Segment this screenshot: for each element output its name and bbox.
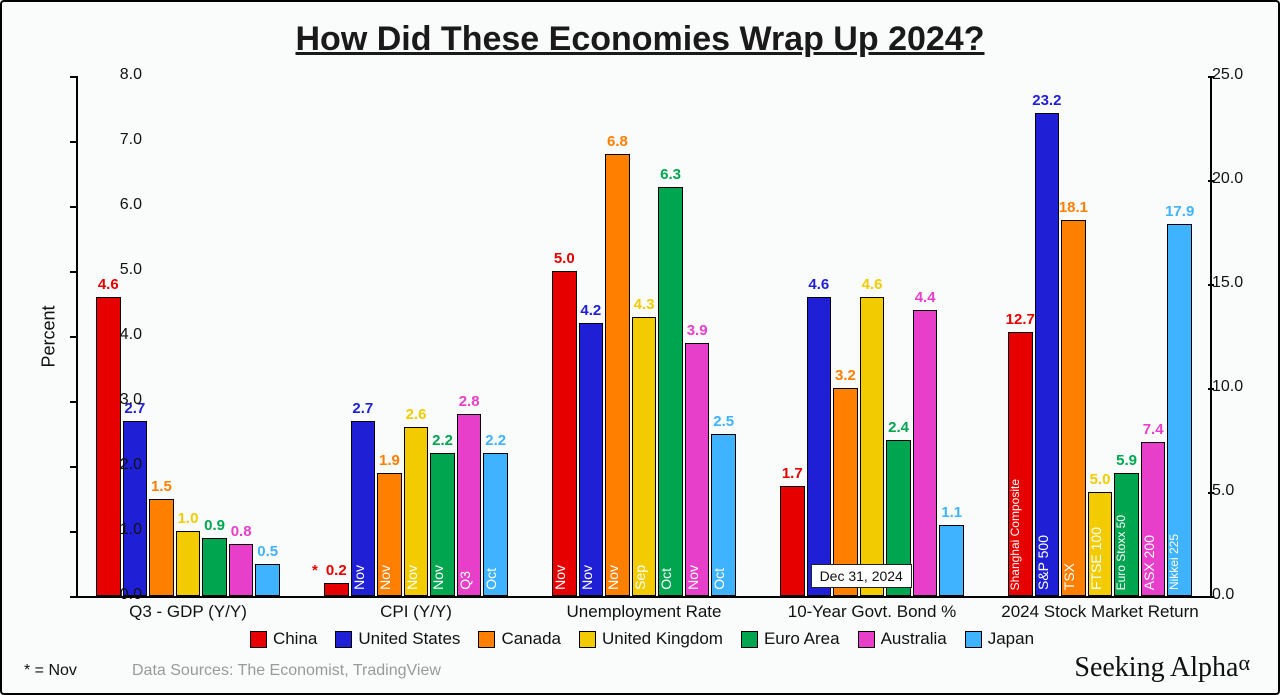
data-sources: Data Sources: The Economist, TradingView [132,662,441,680]
bar-inner-label: Shanghai Composite [1008,479,1033,590]
group-label: 10-Year Govt. Bond % [770,602,974,622]
bar [939,525,964,597]
y-tick-right: 10.0 [1212,378,1262,396]
bar-value: 23.2 [1027,92,1067,109]
bar [255,564,280,597]
plot-area: Q3 - GDP (Y/Y)4.62.71.51.00.90.80.5CPI (… [76,76,1212,598]
bar-inner-label: ASX 200 [1141,535,1166,590]
legend-swatch [250,631,267,648]
y-tick-left: 5.0 [92,261,142,279]
chart-title: How Did These Economies Wrap Up 2024? [2,20,1278,59]
bar-value: 1.5 [141,478,181,495]
bar-inner-label: Nov [404,565,429,590]
bar-value: 0.8 [221,523,261,540]
bar [324,583,349,596]
group-label: 2024 Stock Market Return [998,602,1202,622]
bar-value: 17.9 [1160,203,1200,220]
legend-item: Canada [478,629,561,649]
bar [202,538,227,597]
bar-value: 2.8 [449,393,489,410]
group-label: Q3 - GDP (Y/Y) [86,602,290,622]
bar-inner-label: Oct [711,568,736,590]
bar-value: 6.8 [597,133,637,150]
legend-item: United Kingdom [579,629,723,649]
bar-value: 4.6 [852,276,892,293]
bar-inner-label: Nov [430,565,455,590]
bar-value: 6.3 [651,166,691,183]
footnote: * = Nov [24,662,77,680]
legend-label: Canada [501,629,561,649]
y-tick-left: 3.0 [92,391,142,409]
bar-value: 0.5 [248,543,288,560]
bar-inner-label: Nikkei 225 [1167,534,1192,590]
legend-label: Euro Area [764,629,840,649]
bar [860,297,885,596]
legend-label: Japan [988,629,1034,649]
legend-item: Japan [965,629,1034,649]
bar-value: 2.5 [704,413,744,430]
bar-inner-label: Nov [552,565,577,590]
legend-label: Australia [881,629,947,649]
bar-value: 3.9 [677,322,717,339]
bar-value: 2.2 [476,432,516,449]
legend-label: United States [358,629,460,649]
legend-item: United States [335,629,460,649]
y-tick-left: 2.0 [92,456,142,474]
bar [807,297,832,596]
annotation-box: Dec 31, 2024 [811,564,912,588]
bar-value: 2.6 [396,406,436,423]
bar-inner-label: FTSE 100 [1088,527,1113,590]
bar-value: 1.1 [932,504,972,521]
bar-value: 18.1 [1053,199,1093,216]
legend-swatch [478,631,495,648]
y-tick-left: 1.0 [92,521,142,539]
bar-inner-label: Sep [632,565,657,590]
bar-inner-label: Oct [658,568,683,590]
y-tick-left: 0.0 [92,586,142,604]
legend: China United States Canada United Kingdom Eu… [76,629,1208,649]
bar-inner-label: Nov [685,565,710,590]
y-tick-left: 6.0 [92,196,142,214]
legend-swatch [335,631,352,648]
bar [913,310,938,596]
bar [176,531,201,596]
y-tick-right: 0.0 [1212,586,1262,604]
bar-value: 4.4 [905,289,945,306]
y-tick-right: 20.0 [1212,170,1262,188]
bar [123,421,148,597]
chart-frame: How Did These Economies Wrap Up 2024? Pe… [0,0,1280,695]
legend-item: Euro Area [741,629,840,649]
branding: Seeking Alphaα [1074,650,1250,684]
legend-swatch [579,631,596,648]
bar-inner-label: S&P 500 [1035,535,1060,590]
bar-inner-label: Nov [351,565,376,590]
y-tick-right: 15.0 [1212,274,1262,292]
bar-inner-label: Nov [605,565,630,590]
bar-value: 4.6 [799,276,839,293]
bar-inner-label: TSX [1061,563,1086,590]
y-tick-left: 8.0 [92,66,142,84]
y-tick-right: 25.0 [1212,66,1262,84]
legend-item: China [250,629,317,649]
bar-value: 5.0 [544,250,584,267]
bar-inner-label: Oct [483,568,508,590]
bar-inner-label: Euro Stoxx 50 [1114,515,1139,590]
bar [780,486,805,597]
bar-value: 2.7 [343,400,383,417]
group-label: Unemployment Rate [542,602,746,622]
legend-label: China [273,629,317,649]
y-tick-right: 5.0 [1212,482,1262,500]
legend-swatch [741,631,758,648]
y-tick-left: 7.0 [92,131,142,149]
bar-inner-label: Nov [377,565,402,590]
group-label: CPI (Y/Y) [314,602,518,622]
bar-inner-label: Nov [579,565,604,590]
legend-swatch [965,631,982,648]
asterisk-marker: * [312,562,318,579]
legend-swatch [858,631,875,648]
bar-inner-label: Q3 [457,571,482,590]
y-tick-left: 4.0 [92,326,142,344]
legend-label: United Kingdom [602,629,723,649]
legend-item: Australia [858,629,947,649]
